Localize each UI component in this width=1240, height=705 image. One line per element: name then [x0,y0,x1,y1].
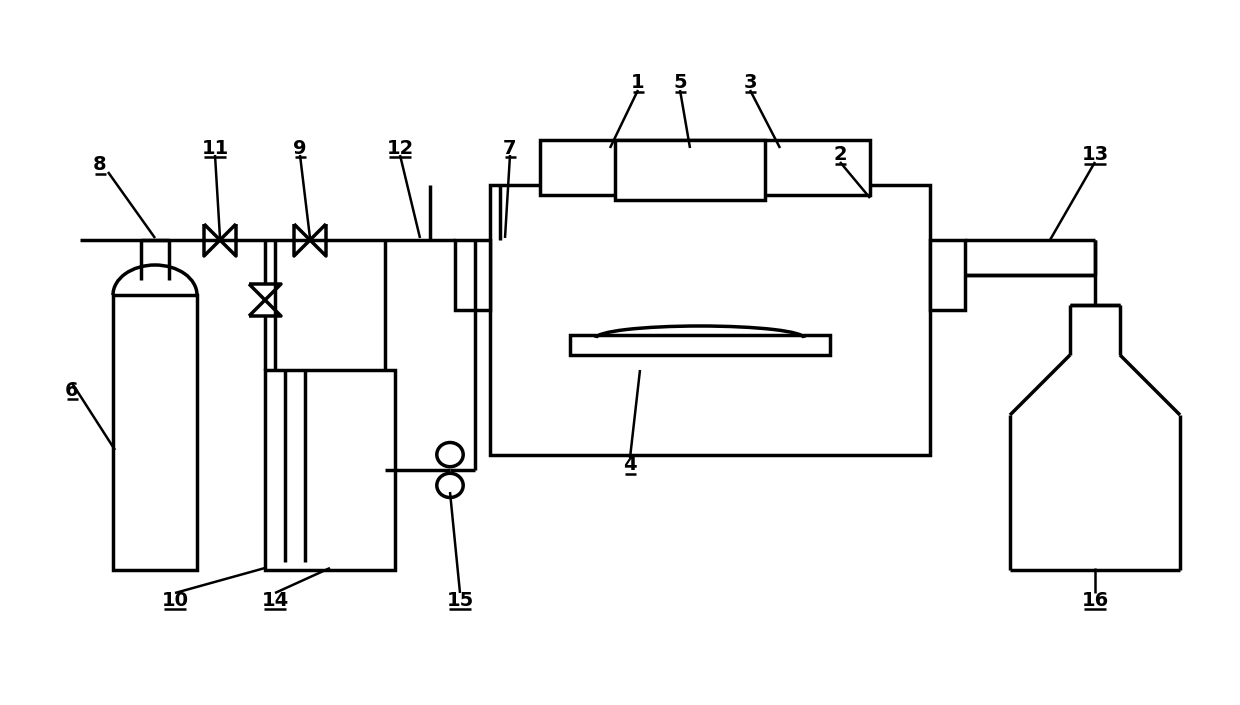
Bar [455,240,490,310]
Text: 9: 9 [293,138,306,157]
Bar [265,370,396,570]
Text: 11: 11 [201,138,228,157]
Bar [539,140,870,195]
Text: 12: 12 [387,138,414,157]
Text: 16: 16 [1081,591,1109,610]
Text: 3: 3 [743,73,756,92]
Bar [570,335,830,355]
Text: 8: 8 [93,156,107,175]
Text: 6: 6 [66,381,79,400]
Text: 5: 5 [673,73,687,92]
Text: 2: 2 [833,145,847,164]
Text: 14: 14 [262,591,289,610]
Bar [113,295,197,570]
Text: 4: 4 [624,455,637,474]
Bar [615,140,765,200]
Ellipse shape [436,443,464,467]
Text: 13: 13 [1081,145,1109,164]
Bar [490,185,930,455]
Text: 10: 10 [161,591,188,610]
Bar [930,240,965,310]
Text: 15: 15 [446,591,474,610]
Text: 7: 7 [503,138,517,157]
Text: 1: 1 [631,73,645,92]
Ellipse shape [436,473,464,498]
